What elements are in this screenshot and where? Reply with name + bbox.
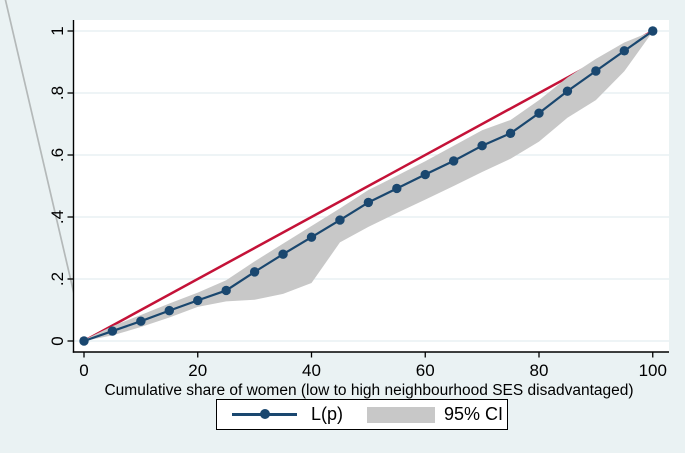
legend-line-sample — [232, 409, 297, 420]
lorenz-marker — [363, 197, 374, 208]
lorenz-marker — [392, 183, 402, 194]
lorenz-marker — [193, 295, 203, 306]
lorenz-marker — [648, 26, 658, 36]
x-tick-label: 40 — [302, 361, 321, 380]
legend-label-lp: L(p) — [311, 404, 344, 424]
x-tick-label: 20 — [188, 361, 207, 380]
lorenz-marker — [79, 336, 89, 346]
lorenz-marker — [420, 169, 430, 180]
legend-marker-dot-icon — [259, 409, 270, 420]
lorenz-marker — [619, 46, 630, 56]
lorenz-marker — [505, 128, 516, 138]
lorenz-marker — [278, 249, 288, 259]
lorenz-marker — [591, 66, 601, 76]
x-axis-title: Cumulative share of women (low to high n… — [104, 382, 634, 399]
x-tick-label: 80 — [530, 361, 549, 380]
legend-label-ci: 95% CI — [444, 404, 504, 424]
y-tick-label: .8 — [48, 86, 67, 100]
y-tick-label: 1 — [48, 26, 67, 35]
lorenz-marker — [448, 156, 459, 166]
ci-band — [84, 31, 653, 341]
lorenz-marker — [136, 316, 146, 326]
equality-line — [83, 29, 654, 343]
y-tick-label: .2 — [48, 272, 67, 286]
legend-ci-swatch — [367, 406, 436, 423]
lorenz-marker — [534, 108, 544, 118]
x-tick-label: 0 — [79, 361, 88, 380]
lorenz-marker — [107, 326, 118, 336]
y-tick-label: .6 — [48, 148, 67, 162]
lorenz-marker — [249, 267, 260, 277]
y-tick-label: 0 — [48, 336, 67, 345]
legend: L(p) 95% CI — [216, 399, 508, 430]
lorenz-marker — [221, 285, 231, 296]
stray-artifact-line — [4, 0, 86, 342]
x-tick-label: 100 — [639, 361, 667, 380]
lorenz-marker — [164, 305, 175, 316]
y-tick-label: .4 — [48, 210, 67, 224]
lorenz-marker — [335, 215, 345, 225]
lorenz-marker — [562, 86, 573, 96]
lorenz-marker — [477, 141, 487, 151]
lorenz-marker — [306, 232, 317, 242]
x-tick-label: 60 — [416, 361, 435, 380]
